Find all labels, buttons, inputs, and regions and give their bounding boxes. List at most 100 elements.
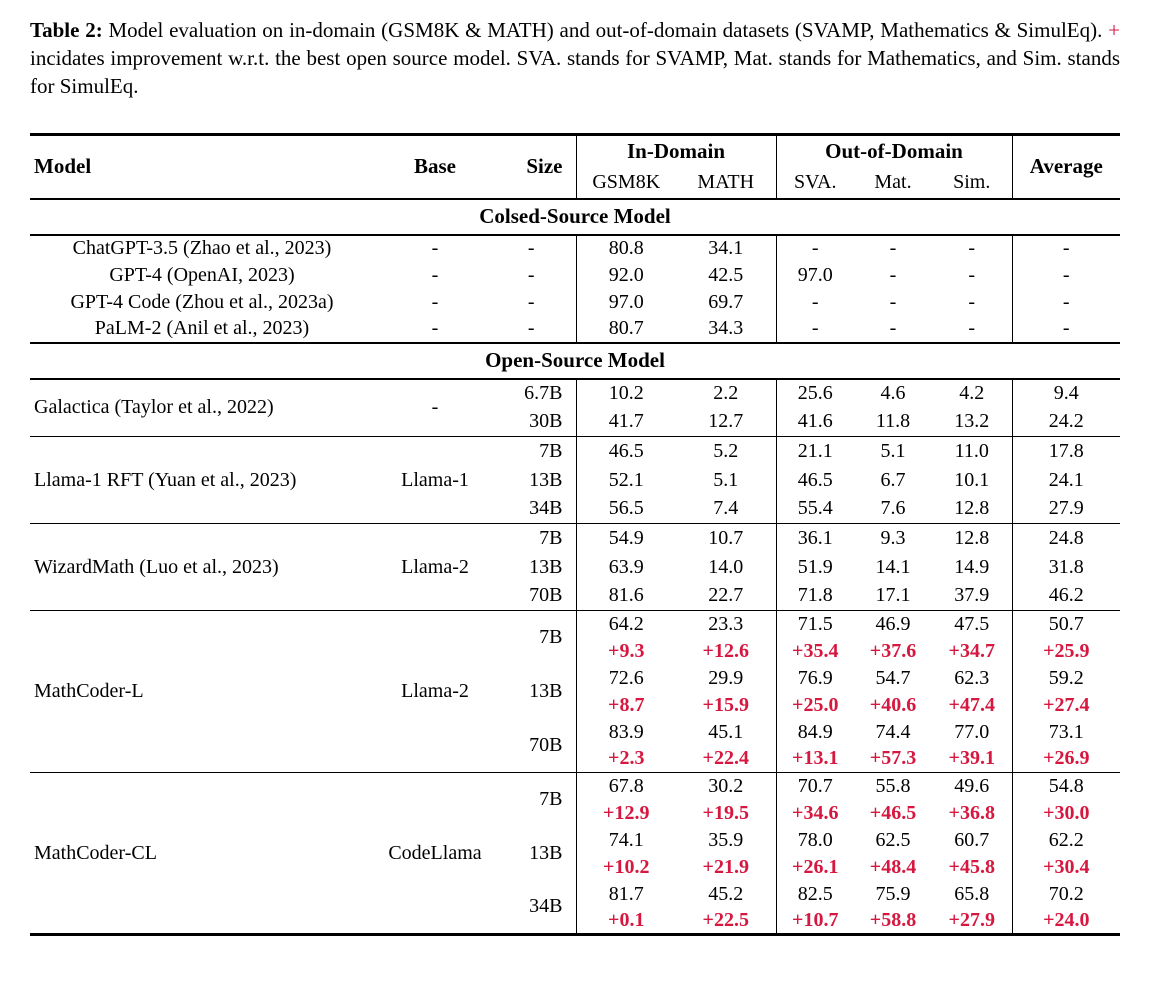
delta-cell: +40.6 [869, 693, 917, 716]
table-row: PaLM-2 (Anil et al., 2023) - - 80.7 34.3 - - - - [30, 315, 1121, 343]
caption-text-2: incidates improvement w.r.t. the best op… [30, 46, 1120, 98]
value-cell: 31.8 [1011, 552, 1121, 582]
delta-cell: +25.0 [775, 691, 854, 719]
base-cell: - [431, 396, 439, 419]
value-cell: 54.8 [1011, 772, 1121, 800]
table-row: Galactica (Taylor et al., 2022) - 6.7B 10.2… [30, 378, 1121, 418]
value-cell: 29.9 [708, 666, 744, 689]
size-cell: 13B [529, 842, 563, 864]
value-cell: 9.3 [880, 526, 906, 549]
value-cell: - [889, 263, 897, 286]
value-cell: 64.2 [575, 610, 676, 638]
delta-cell: +45.8 [948, 855, 995, 878]
value-cell: 82.5 [775, 880, 854, 908]
size-cell: - [527, 237, 535, 259]
value-cell: 77.0 [954, 720, 990, 743]
value-cell: 21.1 [775, 436, 854, 466]
value-cell: 12.8 [954, 497, 990, 520]
value-cell: 24.1 [1011, 465, 1121, 495]
value-cell: - [1011, 261, 1121, 289]
value-cell: - [889, 237, 897, 259]
table-row: 70B 81.6 22.7 71.8 17.1 37.9 46.2 [30, 581, 1121, 611]
delta-cell: +58.8 [869, 908, 917, 931]
value-cell: 55.8 [875, 774, 911, 797]
delta-cell: +34.7 [948, 639, 995, 662]
value-cell: 7.4 [713, 497, 739, 520]
table-row: 13B 74.1 35.9 78.0 62.5 60.7 62.2 [30, 826, 1121, 864]
value-cell: 10.2 [575, 378, 676, 408]
delta-cell: +39.1 [948, 747, 995, 770]
value-cell: - [968, 290, 976, 313]
delta-cell: +12.6 [702, 639, 749, 662]
model-group: ChatGPT-3.5 (Zhao et al., 2023) - -80.8 34.… [30, 234, 1121, 343]
delta-cell: +13.1 [775, 745, 854, 773]
value-cell: 24.8 [1011, 523, 1121, 553]
value-cell: 9.4 [1011, 378, 1121, 408]
caption-label: Table 2: [30, 18, 103, 42]
size-cell: 6.7B [524, 382, 563, 404]
value-cell: 84.9 [775, 718, 854, 746]
section-band: Colsed-Source Model [30, 198, 1121, 235]
value-cell: 71.8 [775, 581, 854, 611]
table-row: 13B 52.1 5.1 46.5 6.7 10.1 24.1 [30, 465, 1121, 495]
delta-row: +10.2 +21.9 +26.1 +48.4 +45.8 +30.4 [30, 853, 1121, 881]
value-cell: 51.9 [775, 552, 854, 582]
delta-cell: +19.5 [702, 801, 749, 824]
delta-cell: +9.3 [575, 637, 676, 665]
value-cell: 10.1 [954, 468, 990, 491]
plus-sign: + [1108, 18, 1121, 42]
delta-row: +2.3 +22.4 +13.1 +57.3 +39.1 +26.9 [30, 745, 1121, 773]
header-row-groups: Model Base Size In-Domain Out-of-Domain … [30, 134, 1121, 199]
col-group-in-domain: In-Domain [575, 134, 776, 168]
value-cell: 12.8 [954, 526, 990, 549]
delta-cell: +48.4 [869, 855, 917, 878]
value-cell: 46.5 [775, 465, 854, 495]
value-cell: 7.6 [880, 497, 906, 520]
model-group: WizardMath (Luo et al., 2023) Llama-2 7B 54… [30, 523, 1121, 611]
delta-cell: +26.1 [775, 853, 854, 881]
value-cell: 47.5 [954, 612, 990, 635]
size-cell: 13B [529, 680, 563, 702]
value-cell: 35.9 [708, 828, 744, 851]
delta-cell: +22.5 [702, 908, 749, 931]
model-cell: MathCoder-CL [34, 841, 157, 864]
value-cell: 75.9 [875, 882, 911, 905]
size-cell: 7B [539, 439, 563, 462]
col-header-base: Base [414, 154, 456, 179]
table-row: MathCoder-L Llama-2 7B 64.2 23.3 71.5 46.9 47.5… [30, 610, 1121, 702]
value-cell: 74.1 [575, 826, 676, 854]
table-row: WizardMath (Luo et al., 2023) Llama-2 7B 54… [30, 523, 1121, 578]
value-cell: - [889, 317, 897, 339]
model-group: MathCoder-L Llama-2 7B 64.2 23.3 71.5 46.9 47.5… [30, 610, 1121, 773]
value-cell: 97.0 [575, 288, 676, 316]
base-cell: Llama-2 [401, 555, 469, 578]
value-cell: 24.2 [1011, 407, 1121, 437]
delta-cell: +36.8 [948, 801, 995, 824]
value-cell: 37.9 [954, 584, 990, 607]
value-cell: 80.8 [575, 234, 676, 262]
size-cell: 70B [529, 584, 563, 607]
delta-cell: +15.9 [702, 693, 749, 716]
value-cell: 12.7 [708, 410, 744, 433]
table-row: Llama-1 RFT (Yuan et al., 2023) Llama-1 7B… [30, 436, 1121, 491]
size-cell: 7B [539, 788, 563, 811]
delta-cell: +30.0 [1011, 799, 1121, 827]
value-cell: 14.9 [954, 555, 990, 578]
value-cell: 41.6 [775, 407, 854, 437]
value-cell: 46.9 [875, 612, 911, 635]
value-cell: - [775, 234, 854, 262]
size-cell: - [527, 317, 535, 339]
value-cell: 36.1 [775, 523, 854, 553]
section-title: Open-Source Model [485, 348, 665, 372]
table-header: Model Base Size In-Domain Out-of-Domain … [30, 134, 1121, 199]
base-cell: Llama-1 [401, 468, 469, 491]
value-cell: - [775, 315, 854, 343]
size-cell: 34B [529, 497, 563, 520]
delta-row: +0.1 +22.5 +10.7 +58.8 +27.9 +24.0 [30, 907, 1121, 935]
delta-cell: +24.0 [1011, 907, 1121, 935]
value-cell: 41.7 [575, 407, 676, 437]
value-cell: 11.0 [954, 439, 989, 462]
col-header-simuleq: Sim. [953, 171, 991, 193]
delta-cell: +34.6 [775, 799, 854, 827]
base-cell: - [431, 237, 439, 259]
